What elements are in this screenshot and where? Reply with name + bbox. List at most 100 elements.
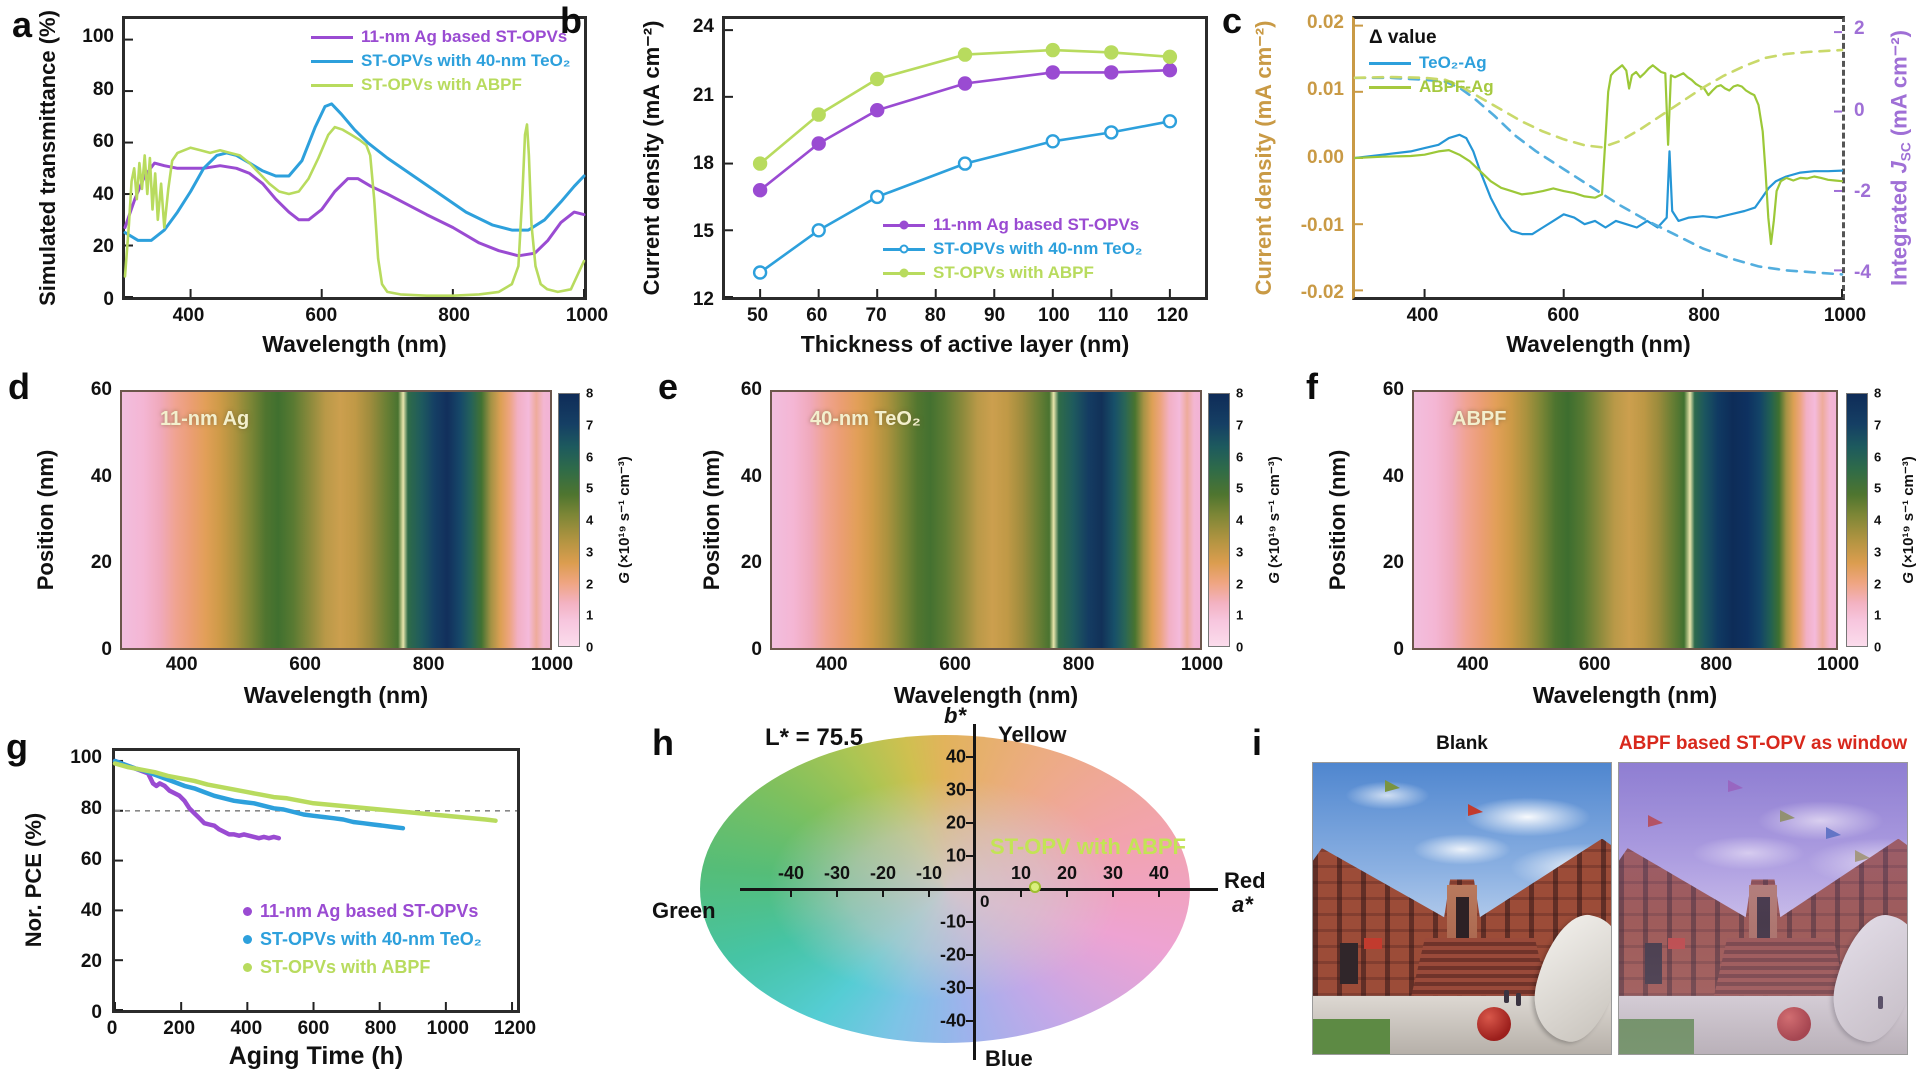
legend-item: ST-OPVs with 40-nm TeO₂ xyxy=(311,51,570,71)
tick-label: 800 xyxy=(1688,305,1720,326)
series-line xyxy=(123,123,586,298)
person-silhouette xyxy=(1878,995,1884,1009)
tick-label: 40 xyxy=(80,900,102,922)
tick-label: 1000 xyxy=(565,305,609,326)
tick-label: 20 xyxy=(80,951,102,973)
legend-item: 11-nm Ag based ST-OPVs xyxy=(311,27,570,47)
panel-f-x-axis-title: Wavelength (nm) xyxy=(1532,682,1718,708)
tick-label: 0 xyxy=(1854,99,1865,121)
legend-label: ST-OPVs with 40-nm TeO₂ xyxy=(361,51,571,70)
tick-label: -40 xyxy=(777,863,805,883)
photo-blank-label: Blank xyxy=(1436,733,1488,754)
legend-item: ST-OPVs with 40-nm TeO₂ xyxy=(243,929,482,950)
tick-label: 50 xyxy=(746,305,769,326)
panel-a-x-axis-title: Wavelength (nm) xyxy=(262,331,447,357)
series-line xyxy=(112,761,498,823)
legend-header: Δ value xyxy=(1369,27,1437,48)
colorbar-tick-label: 4 xyxy=(586,512,594,528)
colorbar-title-units: (×10¹⁹ s⁻¹ cm⁻³) xyxy=(616,456,633,573)
red-sphere-sculpture xyxy=(1777,1007,1812,1042)
colorbar-tick-label: 0 xyxy=(586,639,594,655)
legend-item: TeO₂-Ag xyxy=(1369,53,1494,73)
tick-label: 0 xyxy=(91,1002,102,1023)
colorbar-title-G: G xyxy=(1900,572,1917,584)
colorbar-tick-label: 1 xyxy=(586,607,594,623)
line-swatch-icon xyxy=(311,54,353,68)
panel-d-colorbar xyxy=(558,393,580,647)
panel-f-colorbar-ticks: 0 1 2 3 4 5 6 7 8 xyxy=(1870,386,1898,655)
panel-e-x-axis-title: Wavelength (nm) xyxy=(893,682,1079,708)
right-axis-title-sub: SC xyxy=(1898,142,1914,162)
tick-label: 40 xyxy=(945,746,966,767)
panel-b-legend: 11-nm Ag based ST-OPVs ST-OPVs with 40-n… xyxy=(883,215,1142,283)
panel-d-colorbar-title: G (×10¹⁹ s⁻¹ cm⁻³) xyxy=(615,456,633,584)
red-sphere-sculpture xyxy=(1476,1007,1511,1042)
quadrant-label-yellow: Yellow xyxy=(998,722,1067,747)
quadrant-label-blue: Blue xyxy=(985,1046,1033,1071)
colorbar-tick-label: 3 xyxy=(1236,544,1244,560)
a-star-axis-label: a* xyxy=(1232,892,1253,917)
legend-item: 11-nm Ag based ST-OPVs xyxy=(883,215,1142,235)
series-marker xyxy=(1162,49,1178,64)
tick-label: 0 xyxy=(751,639,762,660)
tick-label: 80 xyxy=(924,305,946,326)
panel-c-x-axis-title: Wavelength (nm) xyxy=(1506,331,1691,357)
line-marker-swatch-icon xyxy=(883,218,925,232)
panel-f-colorbar xyxy=(1846,393,1868,647)
tick-label: 20 xyxy=(92,236,114,258)
panel-a-chart xyxy=(123,38,586,298)
tick-label: 400 xyxy=(172,305,205,326)
flag-icon xyxy=(1467,803,1483,816)
colorbar-tick-label: 8 xyxy=(586,385,594,401)
tick-label: 100 xyxy=(70,747,102,769)
tick-label: 20 xyxy=(945,812,966,833)
series-line xyxy=(1353,133,1844,236)
legend-item: ST-OPVs with 40-nm TeO₂ xyxy=(883,239,1142,259)
tick-label: 20 xyxy=(1382,552,1404,574)
line-marker-swatch-icon xyxy=(883,242,925,256)
colorbar-tick-label: 6 xyxy=(1236,449,1244,464)
tick-label: 600 xyxy=(1547,305,1580,326)
tick-label: 400 xyxy=(165,654,198,675)
tick-mark xyxy=(966,855,973,857)
panel-f-colorbar-title: G (×10¹⁹ s⁻¹ cm⁻³) xyxy=(1899,456,1917,584)
line-swatch-icon xyxy=(311,78,353,92)
series-line xyxy=(1353,64,1844,246)
legend-label: 11-nm Ag based ST-OPVs xyxy=(933,215,1140,234)
panel-d-colorbar-ticks: 0 1 2 3 4 5 6 7 8 xyxy=(582,386,610,655)
dot-swatch-icon xyxy=(243,907,252,916)
right-axis-title-J: J xyxy=(1886,161,1912,174)
tick-label: 800 xyxy=(1062,654,1095,675)
tick-label: -4 xyxy=(1854,261,1871,283)
colorbar-tick-label: 5 xyxy=(1874,480,1882,496)
line-swatch-icon xyxy=(311,30,353,44)
photo-blank xyxy=(1312,762,1612,1055)
tick-label: -0.01 xyxy=(1300,214,1344,236)
panel-f-tag: f xyxy=(1306,366,1318,407)
quadrant-label-red: Red xyxy=(1224,868,1266,893)
tick-mark xyxy=(790,890,792,897)
flag-icon xyxy=(1826,827,1842,840)
wall-sign xyxy=(1363,937,1382,950)
b-star-axis-label: b* xyxy=(944,703,966,728)
colorbar-tick-label: 3 xyxy=(586,544,594,560)
series-marker xyxy=(811,136,826,151)
tick-label: 800 xyxy=(1700,654,1733,675)
legend-item: ST-OPVs with ABPF xyxy=(883,263,1142,283)
panel-f-heatmap xyxy=(1412,390,1838,650)
colorbar-tick-label: 8 xyxy=(1874,385,1882,401)
tick-mark xyxy=(1066,890,1068,897)
tick-label: -10 xyxy=(939,911,966,932)
panel-g-x-ticks: 0 200 400 600 800 1000 1200 xyxy=(107,1016,536,1042)
panel-e-y-ticks: 0 20 40 60 xyxy=(722,379,766,660)
dot-swatch-icon xyxy=(243,963,252,972)
origin-label: 0 xyxy=(980,892,990,911)
tick-label: 400 xyxy=(230,1018,263,1039)
tick-label: 24 xyxy=(692,16,714,38)
panel-c-tag: c xyxy=(1222,0,1243,41)
series-line xyxy=(1353,48,1844,149)
tick-label: 12 xyxy=(692,289,714,310)
tick-label: 60 xyxy=(92,131,114,153)
panel-f-x-ticks: 400 600 800 1000 xyxy=(1412,652,1859,678)
colorbar-title-G: G xyxy=(616,572,633,584)
